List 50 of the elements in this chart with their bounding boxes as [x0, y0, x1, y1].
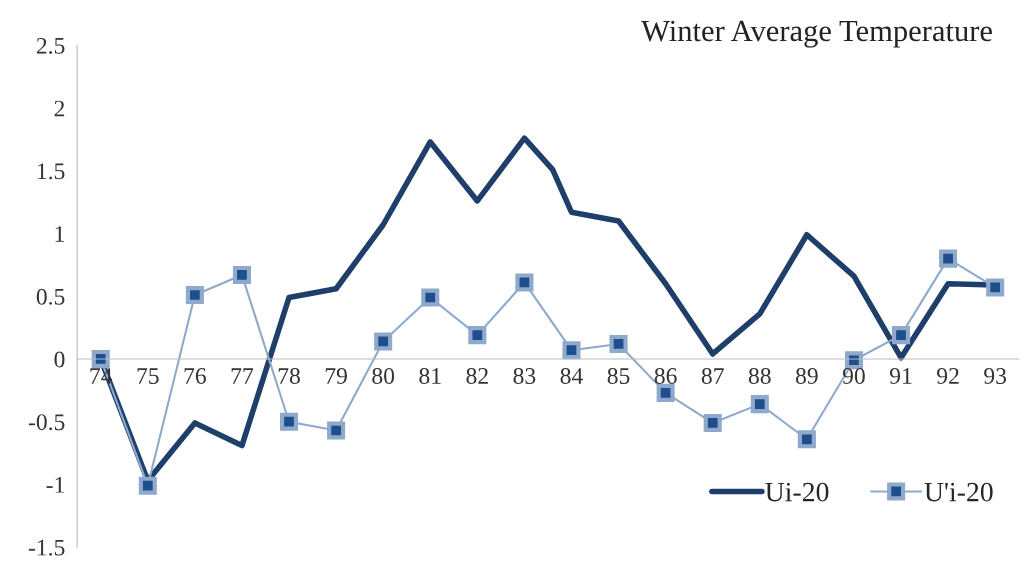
x-tick-label: 89: [795, 368, 818, 384]
x-tick-label: 93: [984, 368, 1007, 384]
x-tick-label: 80: [372, 368, 395, 384]
x-tick-label: 86: [654, 368, 677, 384]
point: [327, 421, 346, 440]
point: [374, 332, 393, 351]
point: [609, 334, 628, 353]
point: [986, 278, 1005, 297]
y-tick-label: -1.5: [28, 539, 65, 556]
x-tick-label: 85: [607, 368, 630, 384]
point: [939, 249, 958, 268]
x-tick-label: 91: [889, 368, 912, 384]
x-tick-label: 76: [184, 368, 206, 384]
x-tick-label: 90: [842, 368, 865, 384]
x-tick-label: 84: [560, 368, 583, 384]
point: [138, 476, 157, 495]
y-tick-label: 1: [55, 226, 64, 242]
point: [421, 288, 440, 307]
point: [703, 413, 722, 432]
y-tick-label: 0: [54, 351, 65, 368]
point: [468, 326, 487, 345]
x-tick-label: 78: [278, 368, 300, 384]
point: [279, 412, 299, 431]
x-tick-label: 77: [231, 368, 254, 384]
chart-title: Winter Average Temperature: [641, 20, 992, 48]
x-tick-label: 79: [325, 368, 347, 384]
legend-label: Ui-20: [765, 482, 829, 502]
y-tick-label: 2.5: [36, 37, 65, 54]
point: [750, 395, 769, 414]
y-tick-label: 1.5: [37, 163, 65, 180]
x-tick-label: 82: [466, 368, 488, 384]
y-tick-label: -0.5: [28, 414, 65, 431]
y-tick-label: -1: [46, 477, 64, 493]
point: [232, 265, 251, 284]
point: [515, 273, 534, 292]
point: [891, 326, 911, 345]
x-tick-label: 92: [937, 368, 959, 384]
y-tick-label: 2: [54, 100, 65, 117]
x-tick-label: 75: [137, 368, 159, 384]
point: [797, 430, 816, 449]
point: [562, 341, 581, 360]
x-tick-label: 87: [701, 368, 724, 384]
point: [185, 285, 204, 305]
y-tick-label: 0.5: [36, 288, 65, 305]
x-tick-label: 83: [513, 368, 536, 384]
x-tick-label: 81: [419, 368, 441, 384]
point: [656, 383, 675, 402]
x-tick-label: 88: [748, 368, 771, 384]
point: [91, 349, 110, 369]
legend-label: U'i-20: [924, 482, 993, 502]
